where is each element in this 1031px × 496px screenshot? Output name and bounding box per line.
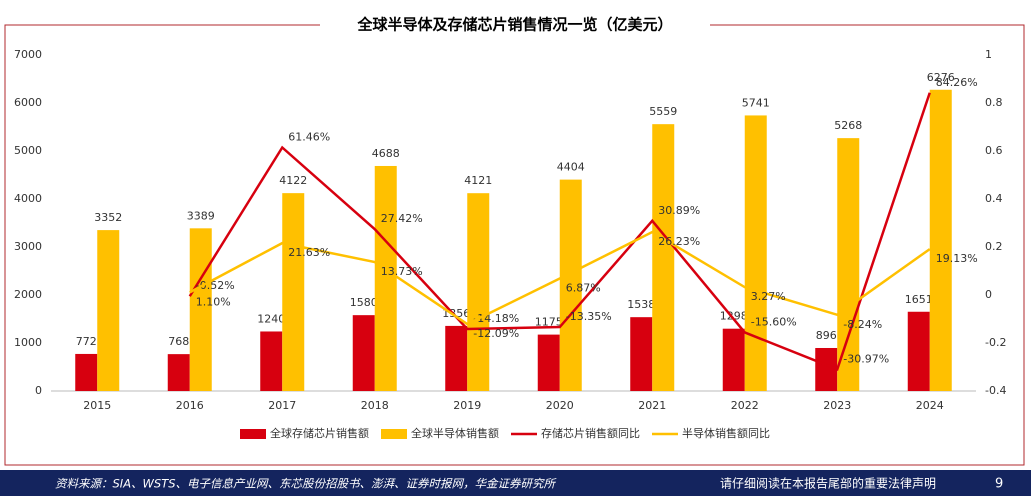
y-tick-label: 1000 xyxy=(14,336,42,349)
bar-value-label: 5268 xyxy=(834,119,862,132)
bar xyxy=(537,334,560,391)
y2-tick-label: 1 xyxy=(985,48,992,61)
bar xyxy=(282,193,305,391)
y-tick-label: 6000 xyxy=(14,96,42,109)
line-value-label: -15.60% xyxy=(751,315,797,328)
y-tick-label: 3000 xyxy=(14,240,42,253)
legend-swatch xyxy=(240,429,266,439)
y-tick-label: 7000 xyxy=(14,48,42,61)
x-tick-label: 2015 xyxy=(83,399,111,412)
line-value-label: 19.13% xyxy=(936,252,978,265)
bar-value-label: 4404 xyxy=(557,161,585,174)
bar-value-label: 1298 xyxy=(720,310,748,323)
line-series xyxy=(189,230,931,326)
footer-source: 资料来源：SIA、WSTS、电子信息产业网、东芯股份招股书、澎湃、证券时报网，华… xyxy=(55,477,557,491)
line-value-label: -8.24% xyxy=(843,318,882,331)
legend-label: 存储芯片销售额同比 xyxy=(541,426,640,440)
bar xyxy=(374,165,397,391)
bar xyxy=(75,353,98,391)
bar xyxy=(189,228,212,391)
title-backdrop xyxy=(320,12,710,38)
y-tick-label: 2000 xyxy=(14,288,42,301)
line-value-label: 30.89% xyxy=(658,204,700,217)
bar-value-label: 4121 xyxy=(464,174,492,187)
x-tick-label: 2024 xyxy=(916,399,944,412)
bar-value-label: 5559 xyxy=(649,105,677,118)
footer-bar xyxy=(0,470,1031,496)
line-value-label: 6.87% xyxy=(566,282,601,295)
x-tick-label: 2017 xyxy=(268,399,296,412)
y2-tick-label: 0.6 xyxy=(985,144,1003,157)
line-value-label: 26.23% xyxy=(658,235,700,248)
bar xyxy=(167,354,190,391)
line-value-label: 1.10% xyxy=(196,295,231,308)
x-tick-label: 2018 xyxy=(361,399,389,412)
y-tick-label: 4000 xyxy=(14,192,42,205)
bar-value-label: 768 xyxy=(168,335,189,348)
line-value-label: 27.42% xyxy=(381,212,423,225)
bar-value-label: 1651 xyxy=(905,293,933,306)
x-tick-label: 2019 xyxy=(453,399,481,412)
legend-label: 全球半导体销售额 xyxy=(411,426,499,440)
bar xyxy=(652,124,675,391)
line-value-label: -12.09% xyxy=(473,327,519,340)
bar xyxy=(467,193,490,391)
bar-value-label: 1538 xyxy=(627,298,655,311)
chart-frame xyxy=(4,24,1025,466)
bar-value-label: 3389 xyxy=(187,209,215,222)
bar-value-label: 896 xyxy=(816,329,837,342)
y2-tick-label: 0 xyxy=(985,288,992,301)
line-value-label: 21.63% xyxy=(288,246,330,259)
bar-value-label: 5741 xyxy=(742,96,770,109)
line-series xyxy=(188,92,931,371)
bar xyxy=(744,115,767,391)
y2-tick-label: -0.2 xyxy=(985,336,1006,349)
y-tick-label: 0 xyxy=(35,384,42,397)
bar-value-label: 4122 xyxy=(279,174,307,187)
line-value-label: -13.35% xyxy=(566,310,612,323)
x-tick-label: 2022 xyxy=(731,399,759,412)
footer-disclaimer: 请仔细阅读在本报告尾部的重要法律声明 xyxy=(720,476,936,491)
line-value-label: 13.73% xyxy=(381,265,423,278)
bar-value-label: 6276 xyxy=(927,71,955,84)
legend-label: 全球存储芯片销售额 xyxy=(270,426,369,440)
bar xyxy=(837,138,860,391)
bar xyxy=(559,179,582,391)
y-tick-label: 5000 xyxy=(14,144,42,157)
bar xyxy=(445,325,468,391)
y2-tick-label: 0.2 xyxy=(985,240,1003,253)
bar xyxy=(907,311,930,391)
x-tick-label: 2020 xyxy=(546,399,574,412)
line-value-label: 84.26% xyxy=(936,76,978,89)
y2-tick-label: 0.4 xyxy=(985,192,1003,205)
legend-swatch xyxy=(381,429,407,439)
bar xyxy=(630,317,653,391)
line-value-label: 3.27% xyxy=(751,290,786,303)
bar-value-label: 1240 xyxy=(257,312,285,325)
bar-value-label: 1580 xyxy=(350,296,378,309)
chart-title: 全球半导体及存储芯片销售情况一览（亿美元） xyxy=(356,16,672,34)
line-value-label: -0.52% xyxy=(196,279,235,292)
bar xyxy=(97,230,120,391)
y2-tick-label: 0.8 xyxy=(985,96,1003,109)
y2-tick-label: -0.4 xyxy=(985,384,1006,397)
page-number: 9 xyxy=(995,477,1003,492)
bar-value-label: 1175 xyxy=(535,316,563,329)
line-value-label: -30.97% xyxy=(843,352,889,365)
x-tick-label: 2016 xyxy=(176,399,204,412)
bar-value-label: 3352 xyxy=(94,211,122,224)
bar-value-label: 772 xyxy=(76,335,97,348)
bar xyxy=(260,331,283,391)
bar-value-label: 4688 xyxy=(372,147,400,160)
x-tick-label: 2023 xyxy=(823,399,851,412)
bar xyxy=(929,89,952,391)
x-tick-label: 2021 xyxy=(638,399,666,412)
bar xyxy=(815,347,838,391)
bar xyxy=(352,315,375,391)
legend-label: 半导体销售额同比 xyxy=(682,426,770,440)
bar xyxy=(722,328,745,391)
line-value-label: 61.46% xyxy=(288,130,330,143)
